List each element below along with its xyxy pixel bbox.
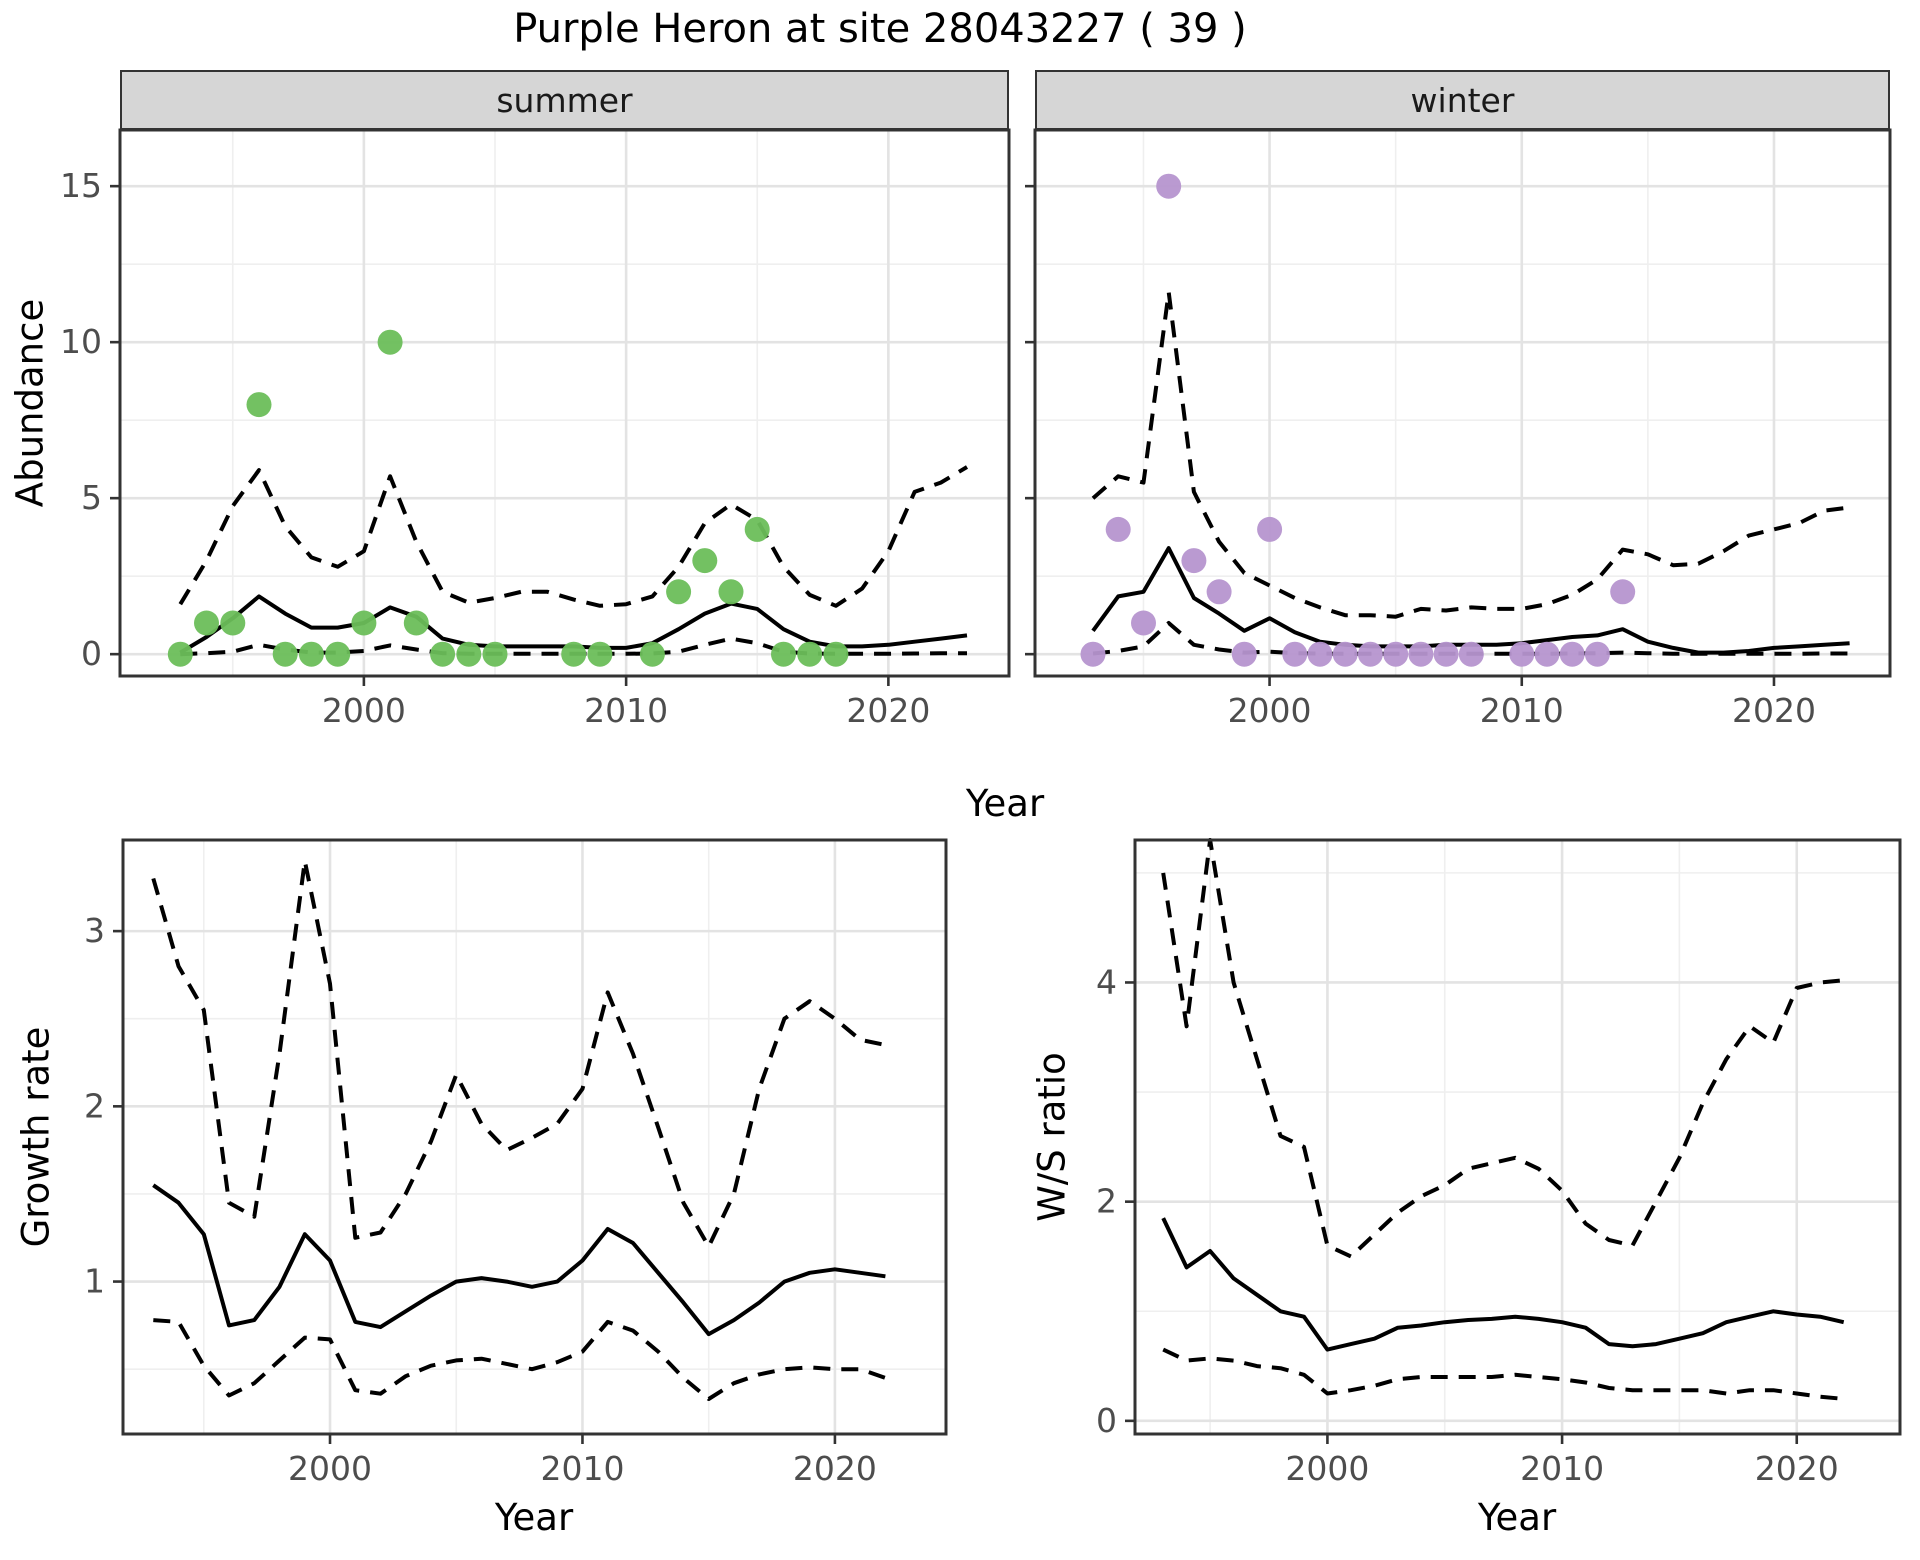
svg-text:1: 1 <box>84 1262 105 1301</box>
svg-text:2020: 2020 <box>1732 691 1816 730</box>
growth-rate-chart: 2000 2010 2020 1 2 3 <box>84 838 948 1488</box>
svg-text:2010: 2010 <box>1480 691 1564 730</box>
svg-text:2020: 2020 <box>846 691 930 730</box>
svg-text:2000: 2000 <box>322 691 406 730</box>
ws-ratio-chart: 2000 2010 2020 0 2 4 <box>1096 838 1902 1488</box>
svg-text:2000: 2000 <box>288 1449 372 1488</box>
top-year-axis-title: Year <box>965 782 1045 825</box>
svg-text:2010: 2010 <box>1520 1449 1604 1488</box>
svg-text:10: 10 <box>60 322 102 361</box>
facet-strip-winter: winter <box>1035 70 1890 130</box>
svg-text:0: 0 <box>81 634 102 673</box>
facet-strip-winter-label: winter <box>1410 80 1515 120</box>
svg-text:2000: 2000 <box>1228 691 1312 730</box>
abundance-axis-title: Abundance <box>8 298 52 508</box>
ws-year-axis-title: Year <box>1477 1496 1557 1539</box>
growth-year-axis-title: Year <box>494 1496 574 1539</box>
facet-strip-summer: summer <box>120 70 1009 130</box>
svg-text:4: 4 <box>1096 962 1117 1001</box>
svg-text:2020: 2020 <box>1755 1449 1839 1488</box>
svg-text:2: 2 <box>1096 1182 1117 1221</box>
svg-text:2010: 2010 <box>540 1449 624 1488</box>
svg-text:2010: 2010 <box>584 691 668 730</box>
facet-strip-summer-label: summer <box>496 80 633 120</box>
svg-text:3: 3 <box>84 911 105 950</box>
plot-title: Purple Heron at site 28043227 ( 39 ) <box>513 6 1247 52</box>
svg-text:2020: 2020 <box>793 1449 877 1488</box>
abundance-summer-chart: 2000 2010 2020 0 5 10 15 <box>60 128 1011 730</box>
abundance-winter-chart: 2000 2010 2020 <box>1025 128 1892 730</box>
svg-text:2000: 2000 <box>1285 1449 1369 1488</box>
svg-text:2: 2 <box>84 1086 105 1125</box>
growth-rate-axis-title: Growth rate <box>14 1026 58 1248</box>
svg-text:15: 15 <box>60 166 102 205</box>
ws-ratio-axis-title: W/S ratio <box>1030 1052 1074 1222</box>
svg-text:0: 0 <box>1096 1401 1117 1440</box>
svg-text:5: 5 <box>81 478 102 517</box>
